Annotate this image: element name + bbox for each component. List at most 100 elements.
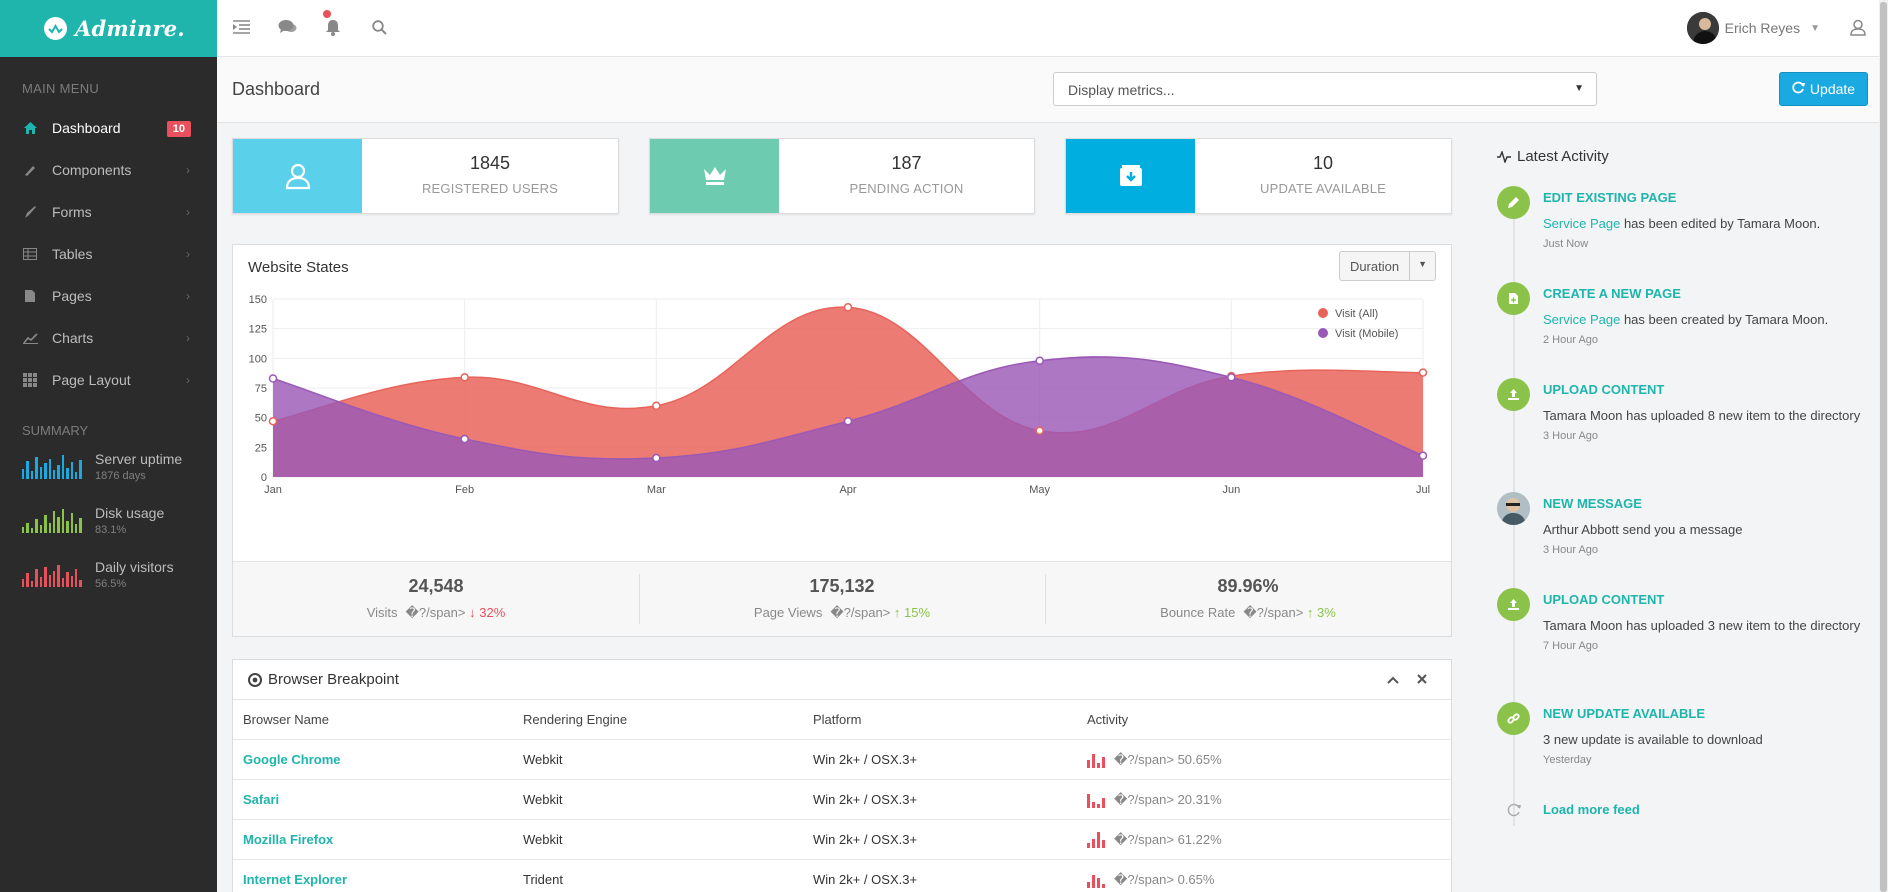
load-more-button[interactable]: Load more feed: [1497, 802, 1640, 817]
search-icon[interactable]: [369, 17, 389, 37]
sidebar-item-tables[interactable]: Tables ›: [0, 233, 217, 275]
caret-down-icon: ▼: [1810, 22, 1820, 34]
chat-icon[interactable]: [277, 17, 297, 37]
chevron-right-icon: ›: [186, 289, 190, 303]
display-metrics-select[interactable]: Display metrics... ▼: [1053, 72, 1597, 106]
browser-name-link[interactable]: Google Chrome: [243, 752, 341, 767]
chart-stat-page-views: 175,132 Page Views �?/span> ↑ 15%: [639, 562, 1045, 636]
duration-dropdown[interactable]: Duration ▼: [1338, 251, 1436, 281]
load-more-label: Load more feed: [1543, 802, 1640, 817]
chart-stat-value: 175,132: [809, 576, 875, 596]
activity-title: Latest Activity: [1517, 148, 1609, 165]
user-name: Erich Reyes: [1724, 20, 1801, 36]
sparkline-bar: [44, 515, 47, 533]
activity-desc: has been created by Tamara Moon.: [1620, 312, 1829, 327]
sidebar-item-forms[interactable]: Forms ›: [0, 191, 217, 233]
sparkline-bar: [48, 523, 51, 533]
chart-stat-junk: �?/span>: [405, 605, 466, 620]
summary-title: Disk usage: [95, 505, 165, 521]
sidebar-item-components[interactable]: Components ›: [0, 149, 217, 191]
browser-name-link[interactable]: Internet Explorer: [243, 872, 348, 887]
column-header[interactable]: Browser Name: [243, 712, 329, 727]
sparkline-bar: [39, 467, 43, 479]
chart-stat-visits: 24,548 Visits �?/span> ↓ 32%: [233, 562, 639, 636]
chevron-right-icon: ›: [186, 247, 190, 261]
summary-value: 1876 days: [95, 470, 146, 482]
stat-label: PENDING ACTION: [849, 181, 964, 196]
table-icon: [22, 246, 38, 262]
data-point: [1418, 368, 1428, 377]
column-header[interactable]: Activity: [1087, 712, 1129, 727]
column-header[interactable]: Platform: [813, 712, 862, 727]
summary-daily-visitors: Daily visitors 56.5%: [0, 559, 217, 613]
activity-desc: Arthur Abbott send you a message: [1543, 522, 1743, 537]
panel-title: Website States: [248, 259, 349, 276]
sparkline-bar: [26, 523, 29, 533]
sidebar-item-page-layout[interactable]: Page Layout ›: [0, 359, 217, 401]
activity-time: 3 Hour Ago: [1543, 544, 1599, 556]
sidebar-item-dashboard[interactable]: Dashboard 10: [0, 107, 217, 149]
mini-bar-chart-icon: [1087, 752, 1105, 768]
activity-heading[interactable]: NEW MESSAGE: [1543, 496, 1642, 511]
chevron-right-icon: ›: [186, 373, 190, 387]
activity-heading[interactable]: CREATE A NEW PAGE: [1543, 286, 1681, 301]
browser-name-link[interactable]: Safari: [243, 792, 280, 807]
update-button[interactable]: Update: [1779, 72, 1868, 106]
activity-link[interactable]: Service Page: [1543, 216, 1621, 231]
activity-heading[interactable]: EDIT EXISTING PAGE: [1543, 190, 1677, 205]
activity-heading[interactable]: UPLOAD CONTENT: [1543, 592, 1665, 607]
brand-bar[interactable]: Adminre.: [0, 0, 217, 57]
scrollbar-thumb[interactable]: [1880, 2, 1887, 892]
sparkline-bar: [48, 459, 51, 479]
sparkline-bars: [22, 455, 82, 479]
page-scrollbar[interactable]: [1879, 0, 1888, 892]
summary-heading: SUMMARY: [22, 423, 89, 438]
data-point: [843, 303, 853, 312]
y-tick-label: 150: [249, 294, 267, 306]
user-profile-icon[interactable]: [1848, 17, 1868, 37]
brand-name: Adminre.: [75, 16, 185, 41]
stat-value: 187: [891, 153, 922, 173]
table-row: Internet Explorer Trident Win 2k+ / OSX.…: [233, 860, 1451, 892]
notification-dot: [323, 10, 331, 18]
data-point: [652, 401, 661, 411]
browser-name-link[interactable]: Mozilla Firefox: [243, 832, 334, 847]
sidebar-item-charts[interactable]: Charts ›: [0, 317, 217, 359]
sparkline-bar: [57, 517, 60, 533]
data-point: [268, 416, 278, 426]
activity-link[interactable]: Service Page: [1543, 312, 1621, 327]
sparkline-bar: [39, 577, 43, 587]
user-menu[interactable]: Erich Reyes ▼: [1686, 12, 1820, 44]
platform: Win 2k+ / OSX.3+: [813, 792, 918, 807]
close-icon[interactable]: [1417, 672, 1427, 687]
sidebar-item-pages[interactable]: Pages ›: [0, 275, 217, 317]
caret-down-icon: ▼: [1418, 259, 1427, 269]
chart-stat-delta: 3%: [1317, 605, 1336, 620]
sparkline-bars: [22, 509, 82, 533]
activity-heading[interactable]: UPLOAD CONTENT: [1543, 382, 1665, 397]
users-icon: [233, 139, 362, 213]
chart-stat-label: Page Views: [753, 605, 823, 620]
y-tick-label: 125: [249, 324, 267, 336]
rendering-engine: Trident: [523, 872, 563, 887]
sparkline-bar: [35, 519, 38, 533]
home-icon: [22, 120, 38, 136]
bell-icon[interactable]: [323, 17, 343, 37]
activity-heading[interactable]: NEW UPDATE AVAILABLE: [1543, 706, 1706, 721]
column-header[interactable]: Rendering Engine: [523, 712, 628, 727]
panel-title: Browser Breakpoint: [268, 671, 399, 688]
x-tick-label: Feb: [455, 484, 474, 496]
brush-icon: [22, 162, 38, 178]
sparkline-bar: [61, 509, 65, 533]
sparkline-bar: [79, 518, 82, 533]
x-tick-label: Jul: [1416, 484, 1430, 496]
chevron-right-icon: ›: [186, 331, 190, 345]
activity-desc: Tamara Moon has uploaded 8 new item to t…: [1543, 408, 1861, 423]
x-tick-label: Apr: [839, 484, 856, 496]
stat-label: UPDATE AVAILABLE: [1259, 181, 1387, 196]
menu-toggle-icon[interactable]: [231, 17, 251, 37]
collapse-icon[interactable]: [1387, 672, 1399, 687]
avatar-icon: [1497, 492, 1530, 525]
chart-stat-label: Visits: [366, 605, 398, 620]
